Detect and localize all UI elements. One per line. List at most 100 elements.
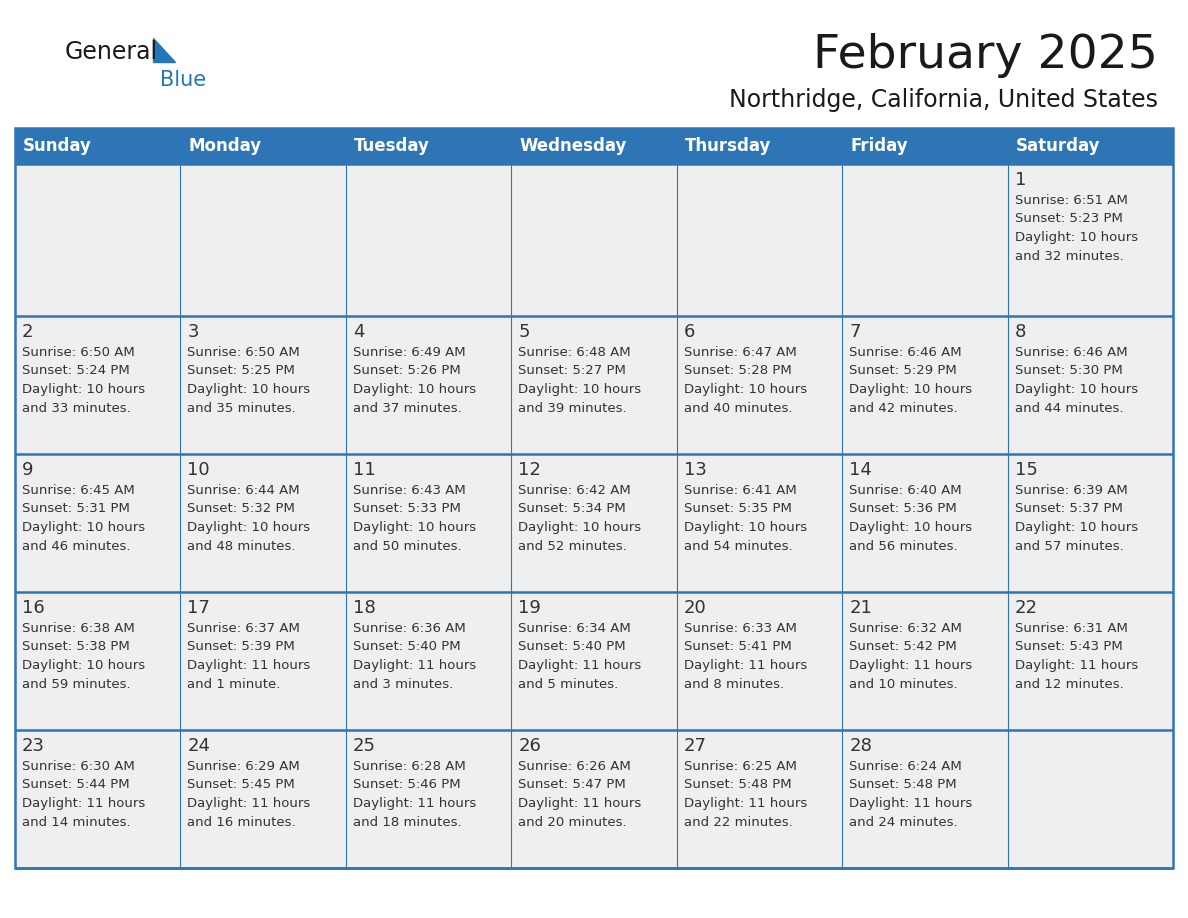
Text: and 3 minutes.: and 3 minutes. <box>353 678 453 691</box>
Text: and 40 minutes.: and 40 minutes. <box>684 402 792 416</box>
Text: Daylight: 11 hours: Daylight: 11 hours <box>684 798 807 811</box>
Text: 9: 9 <box>23 461 33 479</box>
Text: Daylight: 10 hours: Daylight: 10 hours <box>23 384 145 397</box>
Text: 2: 2 <box>23 323 33 341</box>
Text: 15: 15 <box>1015 461 1037 479</box>
Text: Sunset: 5:32 PM: Sunset: 5:32 PM <box>188 502 296 516</box>
Text: and 10 minutes.: and 10 minutes. <box>849 678 958 691</box>
Text: Sunset: 5:45 PM: Sunset: 5:45 PM <box>188 778 295 791</box>
Text: Sunrise: 6:45 AM: Sunrise: 6:45 AM <box>23 484 134 497</box>
Text: Sunrise: 6:39 AM: Sunrise: 6:39 AM <box>1015 484 1127 497</box>
Bar <box>15 316 1173 454</box>
Text: and 44 minutes.: and 44 minutes. <box>1015 402 1123 416</box>
Text: Sunset: 5:41 PM: Sunset: 5:41 PM <box>684 641 791 654</box>
Text: General: General <box>65 40 158 64</box>
Text: Sunrise: 6:50 AM: Sunrise: 6:50 AM <box>23 345 134 359</box>
Text: Sunrise: 6:50 AM: Sunrise: 6:50 AM <box>188 345 301 359</box>
Text: Sunrise: 6:44 AM: Sunrise: 6:44 AM <box>188 484 301 497</box>
Bar <box>15 454 1173 592</box>
Text: Sunset: 5:36 PM: Sunset: 5:36 PM <box>849 502 956 516</box>
Text: Sunset: 5:48 PM: Sunset: 5:48 PM <box>849 778 956 791</box>
Text: and 37 minutes.: and 37 minutes. <box>353 402 462 416</box>
Text: Daylight: 10 hours: Daylight: 10 hours <box>23 521 145 534</box>
Text: Daylight: 10 hours: Daylight: 10 hours <box>518 384 642 397</box>
Text: Daylight: 10 hours: Daylight: 10 hours <box>684 384 807 397</box>
Text: Northridge, California, United States: Northridge, California, United States <box>729 88 1158 112</box>
Text: Daylight: 11 hours: Daylight: 11 hours <box>353 798 476 811</box>
Text: Sunrise: 6:46 AM: Sunrise: 6:46 AM <box>849 345 962 359</box>
Text: 27: 27 <box>684 737 707 755</box>
Text: 28: 28 <box>849 737 872 755</box>
Text: 12: 12 <box>518 461 542 479</box>
Text: Saturday: Saturday <box>1016 137 1100 155</box>
Text: Daylight: 11 hours: Daylight: 11 hours <box>518 798 642 811</box>
Text: 5: 5 <box>518 323 530 341</box>
Text: Thursday: Thursday <box>684 137 771 155</box>
Text: Sunset: 5:40 PM: Sunset: 5:40 PM <box>518 641 626 654</box>
Text: Daylight: 10 hours: Daylight: 10 hours <box>849 384 972 397</box>
Text: Sunset: 5:35 PM: Sunset: 5:35 PM <box>684 502 791 516</box>
Text: and 1 minute.: and 1 minute. <box>188 678 280 691</box>
Text: 16: 16 <box>23 599 45 617</box>
Text: 8: 8 <box>1015 323 1026 341</box>
Text: Daylight: 10 hours: Daylight: 10 hours <box>353 521 476 534</box>
Polygon shape <box>153 38 175 62</box>
Text: and 8 minutes.: and 8 minutes. <box>684 678 784 691</box>
Text: Daylight: 10 hours: Daylight: 10 hours <box>1015 521 1138 534</box>
Text: Sunset: 5:46 PM: Sunset: 5:46 PM <box>353 778 461 791</box>
Text: Sunrise: 6:36 AM: Sunrise: 6:36 AM <box>353 621 466 634</box>
Text: 22: 22 <box>1015 599 1037 617</box>
Text: Sunset: 5:47 PM: Sunset: 5:47 PM <box>518 778 626 791</box>
Text: Sunset: 5:42 PM: Sunset: 5:42 PM <box>849 641 956 654</box>
Text: Sunrise: 6:47 AM: Sunrise: 6:47 AM <box>684 345 796 359</box>
Text: Sunset: 5:38 PM: Sunset: 5:38 PM <box>23 641 129 654</box>
Text: and 48 minutes.: and 48 minutes. <box>188 541 296 554</box>
Text: and 20 minutes.: and 20 minutes. <box>518 816 627 830</box>
Text: Daylight: 11 hours: Daylight: 11 hours <box>849 659 973 673</box>
Text: Sunrise: 6:34 AM: Sunrise: 6:34 AM <box>518 621 631 634</box>
Text: and 57 minutes.: and 57 minutes. <box>1015 541 1124 554</box>
Text: February 2025: February 2025 <box>813 32 1158 77</box>
Text: and 50 minutes.: and 50 minutes. <box>353 541 461 554</box>
Bar <box>15 730 1173 868</box>
Text: Sunrise: 6:43 AM: Sunrise: 6:43 AM <box>353 484 466 497</box>
Text: Sunset: 5:34 PM: Sunset: 5:34 PM <box>518 502 626 516</box>
Text: Sunrise: 6:24 AM: Sunrise: 6:24 AM <box>849 759 962 773</box>
Text: 13: 13 <box>684 461 707 479</box>
Text: Sunset: 5:44 PM: Sunset: 5:44 PM <box>23 778 129 791</box>
Text: Monday: Monday <box>189 137 261 155</box>
Text: Daylight: 11 hours: Daylight: 11 hours <box>849 798 973 811</box>
Text: Sunrise: 6:25 AM: Sunrise: 6:25 AM <box>684 759 797 773</box>
Text: Daylight: 11 hours: Daylight: 11 hours <box>684 659 807 673</box>
Text: Daylight: 10 hours: Daylight: 10 hours <box>684 521 807 534</box>
Text: Sunrise: 6:48 AM: Sunrise: 6:48 AM <box>518 345 631 359</box>
Text: Sunrise: 6:41 AM: Sunrise: 6:41 AM <box>684 484 796 497</box>
Text: 4: 4 <box>353 323 365 341</box>
Text: and 59 minutes.: and 59 minutes. <box>23 678 131 691</box>
Bar <box>15 128 1173 868</box>
Text: and 42 minutes.: and 42 minutes. <box>849 402 958 416</box>
Text: 3: 3 <box>188 323 198 341</box>
Text: and 56 minutes.: and 56 minutes. <box>849 541 958 554</box>
Text: Sunset: 5:37 PM: Sunset: 5:37 PM <box>1015 502 1123 516</box>
Text: Daylight: 10 hours: Daylight: 10 hours <box>188 384 310 397</box>
Text: Sunrise: 6:40 AM: Sunrise: 6:40 AM <box>849 484 962 497</box>
Text: Sunset: 5:48 PM: Sunset: 5:48 PM <box>684 778 791 791</box>
Text: and 12 minutes.: and 12 minutes. <box>1015 678 1124 691</box>
Text: Sunrise: 6:32 AM: Sunrise: 6:32 AM <box>849 621 962 634</box>
Text: and 24 minutes.: and 24 minutes. <box>849 816 958 830</box>
Text: 19: 19 <box>518 599 542 617</box>
Text: Daylight: 10 hours: Daylight: 10 hours <box>518 521 642 534</box>
Text: Sunrise: 6:38 AM: Sunrise: 6:38 AM <box>23 621 134 634</box>
Text: Sunset: 5:27 PM: Sunset: 5:27 PM <box>518 364 626 377</box>
Text: Blue: Blue <box>160 70 207 90</box>
Text: Sunset: 5:26 PM: Sunset: 5:26 PM <box>353 364 461 377</box>
Text: Friday: Friday <box>851 137 908 155</box>
Text: Sunrise: 6:33 AM: Sunrise: 6:33 AM <box>684 621 797 634</box>
Text: Sunrise: 6:30 AM: Sunrise: 6:30 AM <box>23 759 134 773</box>
Text: Sunset: 5:25 PM: Sunset: 5:25 PM <box>188 364 296 377</box>
Bar <box>15 128 1173 164</box>
Text: 17: 17 <box>188 599 210 617</box>
Text: and 46 minutes.: and 46 minutes. <box>23 541 131 554</box>
Text: Daylight: 11 hours: Daylight: 11 hours <box>188 659 311 673</box>
